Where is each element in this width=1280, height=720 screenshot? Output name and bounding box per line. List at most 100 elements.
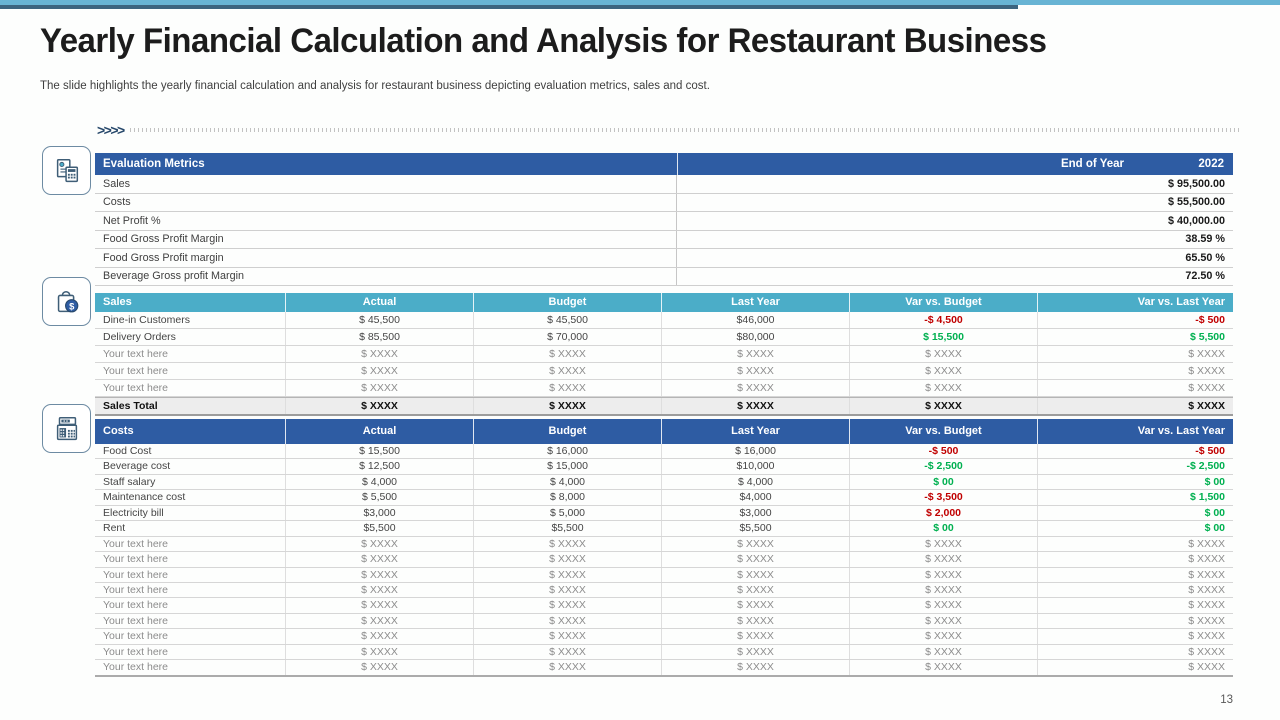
table-cell: $ XXXX (286, 398, 474, 414)
row-label: Your text here (95, 660, 286, 675)
costs-header-row: Costs Actual Budget Last Year Var vs. Budget… (95, 419, 1233, 444)
dotted-line-decor (129, 128, 1240, 132)
table-row: Dine-in Customers $ 45,500 $ 45,500 $46,000… (95, 312, 1233, 329)
table-cell: $ XXXX (286, 552, 474, 567)
table-cell: $ XXXX (850, 629, 1038, 644)
column-header: Sales (95, 293, 286, 312)
table-cell: -$ 500 (1195, 445, 1225, 457)
column-header: Costs (95, 419, 286, 444)
table-row: Your text here $ XXXX $ XXXX $ XXXX $ XXXX $ … (95, 536, 1233, 553)
table-cell: $ 15,000 (474, 459, 662, 474)
table-cell: $ XXXX (850, 536, 1038, 552)
table-row: Net Profit % $ 40,000.00 (95, 212, 1233, 231)
metric-label: Food Gross Profit margin (95, 249, 677, 267)
column-header: Var vs. Last Year (1137, 296, 1225, 308)
table-cell: $ XXXX (662, 363, 850, 379)
table-row: Electricity bill $3,000 $ 5,000 $3,000 $ 2,0… (95, 505, 1233, 522)
page-number: 13 (1220, 694, 1233, 706)
table-cell: -$ 500 (1195, 314, 1225, 326)
table-row: Your text here $ XXXX $ XXXX $ XXXX $ XXXX $ … (95, 346, 1233, 363)
table-cell: $ 5,000 (474, 505, 662, 521)
metric-value: 38.59 % (1185, 233, 1225, 246)
column-header: Last Year (662, 419, 850, 444)
table-cell: $ 4,000 (474, 474, 662, 490)
column-header: Budget (474, 293, 662, 312)
metric-label: Sales (95, 175, 677, 193)
table-cell: $ XXXX (474, 398, 662, 414)
row-label: Your text here (95, 629, 286, 644)
table-cell: $3,000 (286, 505, 474, 521)
table-cell: $ XXXX (850, 552, 1038, 567)
table-cell: $ XXXX (662, 613, 850, 629)
page-title: Yearly Financial Calculation and Analysi… (40, 22, 1047, 60)
table-row: Your text here $ XXXX $ XXXX $ XXXX $ XXXX $ … (95, 567, 1233, 583)
row-label: Your text here (95, 567, 286, 582)
column-header: Last Year (662, 293, 850, 312)
svg-text:$: $ (69, 301, 75, 311)
table-cell: $ XXXX (1188, 568, 1225, 581)
table-cell: $ 00 (1204, 522, 1225, 535)
row-label: Dine-in Customers (95, 312, 286, 328)
metrics-header-row: Evaluation Metrics End of Year 2022 (95, 153, 1233, 175)
chevrons-decor-icon: >>>> (97, 122, 125, 138)
table-cell: $ 70,000 (474, 329, 662, 345)
table-cell: $ 45,500 (474, 312, 662, 328)
top-accent-bar-dark (0, 5, 1018, 9)
row-label: Your text here (95, 644, 286, 660)
table-row: Food Cost $ 15,500 $ 16,000 $ 16,000 -$ 500-… (95, 444, 1233, 460)
table-cell: $ XXXX (474, 536, 662, 552)
table-row: Beverage Gross profit Margin 72.50 % (95, 267, 1233, 286)
table-cell: $ XXXX (662, 582, 850, 598)
header-divider (677, 153, 678, 175)
table-cell: $ 4,000 (662, 474, 850, 490)
table-cell: $ XXXX (1188, 400, 1225, 412)
sales-icon-box: $ (42, 277, 91, 326)
table-cell: $ XXXX (662, 346, 850, 362)
table-cell: -$ 2,500 (850, 459, 1038, 474)
table-cell: $ XXXX (286, 582, 474, 598)
table-cell: $ XXXX (662, 660, 850, 675)
table-cell: $ XXXX (474, 598, 662, 613)
table-cell: $ 12,500 (286, 459, 474, 474)
table-cell: $ XXXX (286, 536, 474, 552)
table-cell: $ XXXX (1188, 365, 1225, 377)
table-row: Your text here $ XXXX $ XXXX $ XXXX $ XXXX $ … (95, 598, 1233, 614)
table-row: Food Gross Profit margin 65.50 % (95, 249, 1233, 268)
table-row: Costs $ 55,500.00 (95, 193, 1233, 212)
invoice-calculator-icon (56, 158, 78, 182)
table-cell: -$ 3,500 (850, 490, 1038, 505)
table-row: Beverage cost $ 12,500 $ 15,000 $10,000 -$ 2… (95, 459, 1233, 475)
table-cell: $ XXXX (286, 380, 474, 396)
table-row: Sales Total $ XXXX $ XXXX $ XXXX $ XXXX $ XXX… (95, 397, 1233, 416)
table-row: Maintenance cost $ 5,500 $ 8,000 $4,000 -$ 3… (95, 490, 1233, 506)
table-cell: $ XXXX (474, 613, 662, 629)
table-cell: $ XXXX (662, 567, 850, 582)
table-cell: $ XXXX (474, 582, 662, 598)
column-header: Var vs. Budget (850, 293, 1038, 312)
table-cell: $ XXXX (286, 629, 474, 644)
table-cell: -$ 4,500 (850, 312, 1038, 328)
row-label: Staff salary (95, 474, 286, 490)
table-cell: $ 16,000 (474, 444, 662, 459)
table-cell: $ XXXX (1188, 553, 1225, 566)
table-cell: $ XXXX (662, 552, 850, 567)
table-cell: $ XXXX (850, 380, 1038, 396)
table-cell: $ 4,000 (286, 474, 474, 490)
costs-table: Costs Actual Budget Last Year Var vs. Budget… (95, 419, 1233, 677)
table-row: Your text here $ XXXX $ XXXX $ XXXX $ XXXX $ … (95, 613, 1233, 630)
page-subtitle: The slide highlights the yearly financia… (40, 80, 710, 92)
table-cell: $ XXXX (1188, 661, 1225, 674)
table-cell: $ XXXX (474, 363, 662, 379)
table-cell: $ XXXX (1188, 382, 1225, 394)
table-cell: $ XXXX (850, 660, 1038, 675)
table-cell: $ 5,500 (286, 490, 474, 505)
table-row: Delivery Orders $ 85,500 $ 70,000 $80,000 $ … (95, 329, 1233, 346)
table-row: Staff salary $ 4,000 $ 4,000 $ 4,000 $ 00 $ 0… (95, 474, 1233, 491)
column-header: Budget (474, 419, 662, 444)
metric-label: Food Gross Profit Margin (95, 230, 677, 248)
costs-icon-box (42, 404, 91, 453)
table-cell: $ 00 (1204, 506, 1225, 519)
table-cell: -$ 500 (850, 444, 1038, 459)
table-cell: $ XXXX (286, 346, 474, 362)
